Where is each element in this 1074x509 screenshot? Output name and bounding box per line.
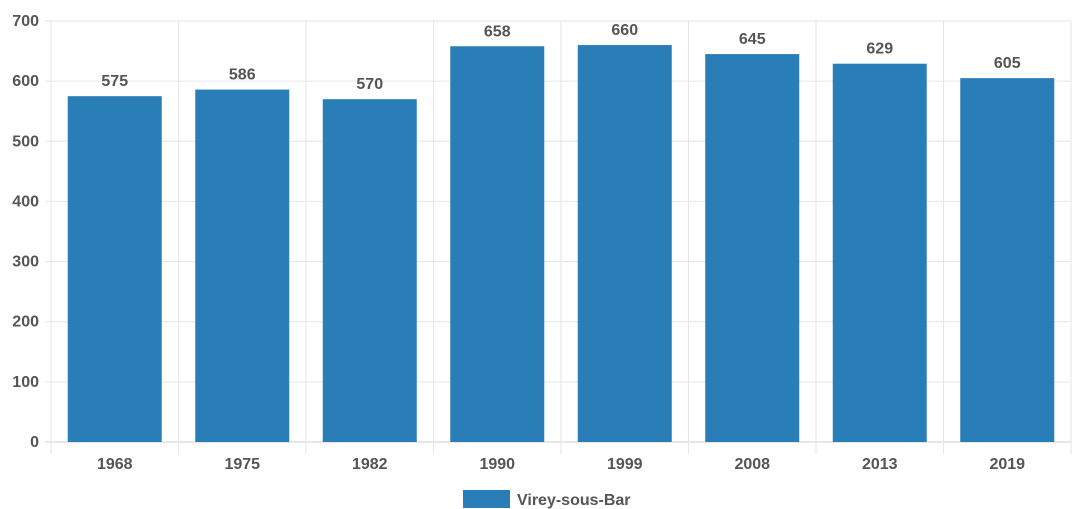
- bar[interactable]: [577, 45, 672, 443]
- x-tick-label: 1975: [224, 456, 260, 473]
- bar[interactable]: [450, 46, 545, 442]
- bar-value-label: 658: [484, 23, 511, 40]
- y-tick-label: 200: [12, 314, 39, 331]
- bars: [67, 45, 1055, 443]
- bar-value-label: 660: [611, 22, 638, 39]
- x-tick-label: 1999: [607, 456, 643, 473]
- axes: 0 100 200 300 400 500 600 700 1968 1975 1982 1990 19…: [12, 13, 1025, 473]
- y-tick-label: 100: [12, 374, 39, 391]
- x-tick-label: 2019: [989, 456, 1025, 473]
- bar[interactable]: [960, 78, 1055, 442]
- y-tick-label: 700: [12, 13, 39, 30]
- y-tick-label: 500: [12, 133, 39, 150]
- legend-label[interactable]: Virey-sous-Bar: [517, 492, 631, 509]
- x-tick-label: 1968: [97, 456, 133, 473]
- bar[interactable]: [322, 99, 417, 442]
- legend[interactable]: Virey-sous-Bar: [463, 490, 631, 509]
- bar-value-label: 605: [994, 55, 1021, 72]
- x-tick-label: 1982: [352, 456, 388, 473]
- x-tick-label: 2008: [734, 456, 770, 473]
- bar[interactable]: [195, 89, 290, 442]
- y-tick-label: 600: [12, 73, 39, 90]
- x-tick-label: 2013: [862, 456, 898, 473]
- y-tick-label: 0: [30, 434, 39, 451]
- bar-value-label: 570: [356, 76, 383, 93]
- bar[interactable]: [832, 63, 927, 443]
- legend-swatch[interactable]: [463, 490, 510, 508]
- bar-value-label: 629: [866, 41, 893, 58]
- data-labels: 575 586 570 658 660 645 629 605: [101, 22, 1020, 93]
- y-tick-label: 300: [12, 254, 39, 271]
- bar-value-label: 645: [739, 31, 766, 48]
- x-tick-label: 1990: [479, 456, 515, 473]
- bar[interactable]: [705, 54, 800, 442]
- bar-value-label: 575: [101, 73, 128, 90]
- y-tick-label: 400: [12, 193, 39, 210]
- bar-value-label: 586: [229, 67, 256, 84]
- bar[interactable]: [67, 96, 162, 442]
